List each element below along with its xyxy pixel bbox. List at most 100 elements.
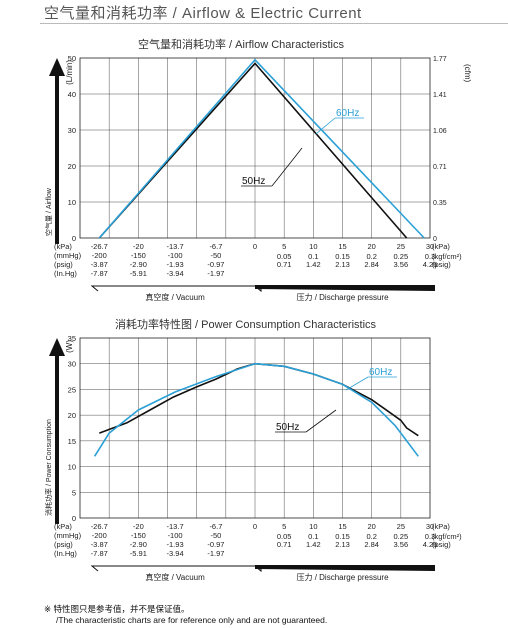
x-tick-kgf: 0.2 bbox=[366, 252, 376, 261]
x-tick-psig-pressure: 2.13 bbox=[335, 540, 350, 549]
x-tick-mmhg: -100 bbox=[168, 251, 183, 260]
x-tick-psig-vacuum: -2.90 bbox=[130, 540, 147, 549]
y-tick-label: 0 bbox=[72, 234, 76, 243]
vacuum-label: 真空度 / Vacuum bbox=[145, 572, 205, 582]
x-unit-label: (In.Hg) bbox=[54, 549, 77, 558]
x-tick-mmhg: -50 bbox=[210, 251, 221, 260]
y-axis-arrow-shaft bbox=[55, 354, 59, 524]
y-right-tick-label: 1.77 bbox=[433, 56, 447, 63]
x-tick-inhg: -3.94 bbox=[167, 269, 184, 278]
x-tick-inhg: -7.87 bbox=[91, 269, 108, 278]
footnote-cn: ※ 特性图只是参考值，并不是保证值。 bbox=[44, 604, 190, 614]
x-tick-kpa: 30 bbox=[426, 242, 434, 251]
x-tick-psig-pressure: 4.26 bbox=[423, 260, 438, 269]
y-left-unit: (L/min) bbox=[65, 60, 74, 85]
y-tick-label: 25 bbox=[68, 385, 76, 394]
series-line-60hz bbox=[98, 59, 425, 239]
x-tick-psig-pressure: 3.56 bbox=[394, 540, 409, 549]
x-tick-kpa: 0 bbox=[253, 242, 257, 251]
annotation-60hz-label: 60Hz bbox=[369, 367, 392, 378]
y-tick-label: 30 bbox=[68, 360, 76, 369]
x-tick-psig-vacuum: -1.93 bbox=[167, 260, 184, 269]
x-tick-kgf: 0.05 bbox=[277, 252, 292, 261]
y-tick-label: 15 bbox=[68, 437, 76, 446]
x-tick-kgf: 0.15 bbox=[335, 532, 350, 541]
series-line-60hz bbox=[93, 362, 419, 457]
x-unit-label: (kPa) bbox=[54, 242, 72, 251]
x-tick-kgf: 0.1 bbox=[308, 532, 318, 541]
page-title: 空气量和消耗功率 / Airflow & Electric Current bbox=[44, 5, 362, 22]
x-tick-inhg: -1.97 bbox=[207, 549, 224, 558]
x-tick-psig-pressure: 0.71 bbox=[277, 260, 292, 269]
vacuum-arrow bbox=[90, 285, 255, 292]
y-left-unit: (W) bbox=[65, 340, 74, 353]
pressure-label: 压力 / Discharge pressure bbox=[296, 292, 389, 302]
series-line-50hz bbox=[98, 62, 408, 239]
pressure-arrow bbox=[255, 565, 435, 571]
power-chart-title: 消耗功率特性图 / Power Consumption Characterist… bbox=[115, 319, 377, 331]
annotation-50hz-label: 50Hz bbox=[242, 176, 265, 187]
y-axis-arrow-head bbox=[49, 338, 65, 356]
x-tick-mmhg: -100 bbox=[168, 531, 183, 540]
annotation-60hz-leader bbox=[315, 117, 336, 135]
x-tick-mmhg: -200 bbox=[92, 531, 107, 540]
x-tick-kpa: 10 bbox=[309, 522, 317, 531]
y-tick-label: 10 bbox=[68, 463, 76, 472]
annotation-50hz-leader bbox=[271, 147, 303, 187]
x-tick-kpa: -6.7 bbox=[209, 242, 222, 251]
x-unit-label: (kPa) bbox=[54, 522, 72, 531]
x-tick-psig-pressure: 4.26 bbox=[423, 540, 438, 549]
y-right-unit: (cfm) bbox=[463, 64, 472, 83]
x-tick-kgf: 0.2 bbox=[366, 532, 376, 541]
x-tick-inhg: -1.97 bbox=[207, 269, 224, 278]
x-tick-inhg: -7.87 bbox=[91, 549, 108, 558]
x-tick-psig-pressure: 0.71 bbox=[277, 540, 292, 549]
x-tick-psig-pressure: 2.13 bbox=[335, 260, 350, 269]
x-tick-kgf: 0.1 bbox=[308, 252, 318, 261]
airflow-chart-title: 空气量和消耗功率 / Airflow Characteristics bbox=[138, 39, 344, 51]
power-chart: 0 5 10 15 20 25 30 35(W) 消耗功率 / Power Consumptio… bbox=[44, 334, 462, 582]
x-unit-label: (psig) bbox=[54, 540, 73, 549]
y-axis-arrow-shaft bbox=[55, 74, 59, 244]
x-tick-kpa: 25 bbox=[397, 522, 405, 531]
x-tick-psig-vacuum: -0.97 bbox=[207, 540, 224, 549]
x-tick-kpa: 10 bbox=[309, 242, 317, 251]
x-tick-psig-vacuum: -0.97 bbox=[207, 260, 224, 269]
footnote-en: /The characteristic charts are for refer… bbox=[56, 615, 328, 625]
annotation-60hz-leader bbox=[345, 376, 369, 391]
x-tick-kpa: 25 bbox=[397, 242, 405, 251]
x-tick-mmhg: -200 bbox=[92, 251, 107, 260]
x-tick-kpa: -13.7 bbox=[167, 522, 184, 531]
page-header: 空气量和消耗功率 / Airflow & Electric Current bbox=[0, 0, 508, 24]
x-tick-mmhg: -150 bbox=[131, 251, 146, 260]
x-tick-kpa: -20 bbox=[133, 242, 144, 251]
x-tick-kgf: 0.25 bbox=[394, 532, 409, 541]
x-tick-psig-pressure: 1.42 bbox=[306, 260, 321, 269]
y-tick-label: 10 bbox=[68, 198, 76, 207]
y-tick-label: 30 bbox=[68, 126, 76, 135]
annotation-60hz-label: 60Hz bbox=[336, 108, 359, 119]
x-tick-kpa: 30 bbox=[426, 522, 434, 531]
x-tick-psig-pressure: 1.42 bbox=[306, 540, 321, 549]
y-tick-label: 40 bbox=[68, 90, 76, 99]
x-tick-mmhg: -150 bbox=[131, 531, 146, 540]
x-tick-psig-pressure: 2.84 bbox=[364, 260, 379, 269]
y-right-tick-label: 1.41 bbox=[433, 92, 447, 99]
y-axis-label: 空气量 / Airflow bbox=[44, 187, 53, 236]
x-unit-label: (In.Hg) bbox=[54, 269, 77, 278]
x-tick-kpa: 15 bbox=[338, 522, 346, 531]
y-right-tick-label: 0.71 bbox=[433, 164, 447, 171]
pressure-arrow bbox=[255, 285, 435, 291]
x-tick-kgf: 0.3 bbox=[425, 252, 435, 261]
x-tick-kpa: 5 bbox=[282, 242, 286, 251]
x-unit-kpa-right: (kPa) bbox=[432, 522, 450, 531]
y-tick-label: 20 bbox=[68, 411, 76, 420]
x-tick-mmhg: -50 bbox=[210, 531, 221, 540]
x-tick-kgf: 0.15 bbox=[335, 252, 350, 261]
x-tick-kpa: 20 bbox=[367, 242, 375, 251]
x-tick-kpa: -13.7 bbox=[167, 242, 184, 251]
vacuum-label: 真空度 / Vacuum bbox=[145, 292, 205, 302]
x-tick-kpa: -26.7 bbox=[91, 242, 108, 251]
x-unit-kgf-right: (kgf/cm²) bbox=[432, 532, 462, 541]
x-tick-inhg: -3.94 bbox=[167, 549, 184, 558]
